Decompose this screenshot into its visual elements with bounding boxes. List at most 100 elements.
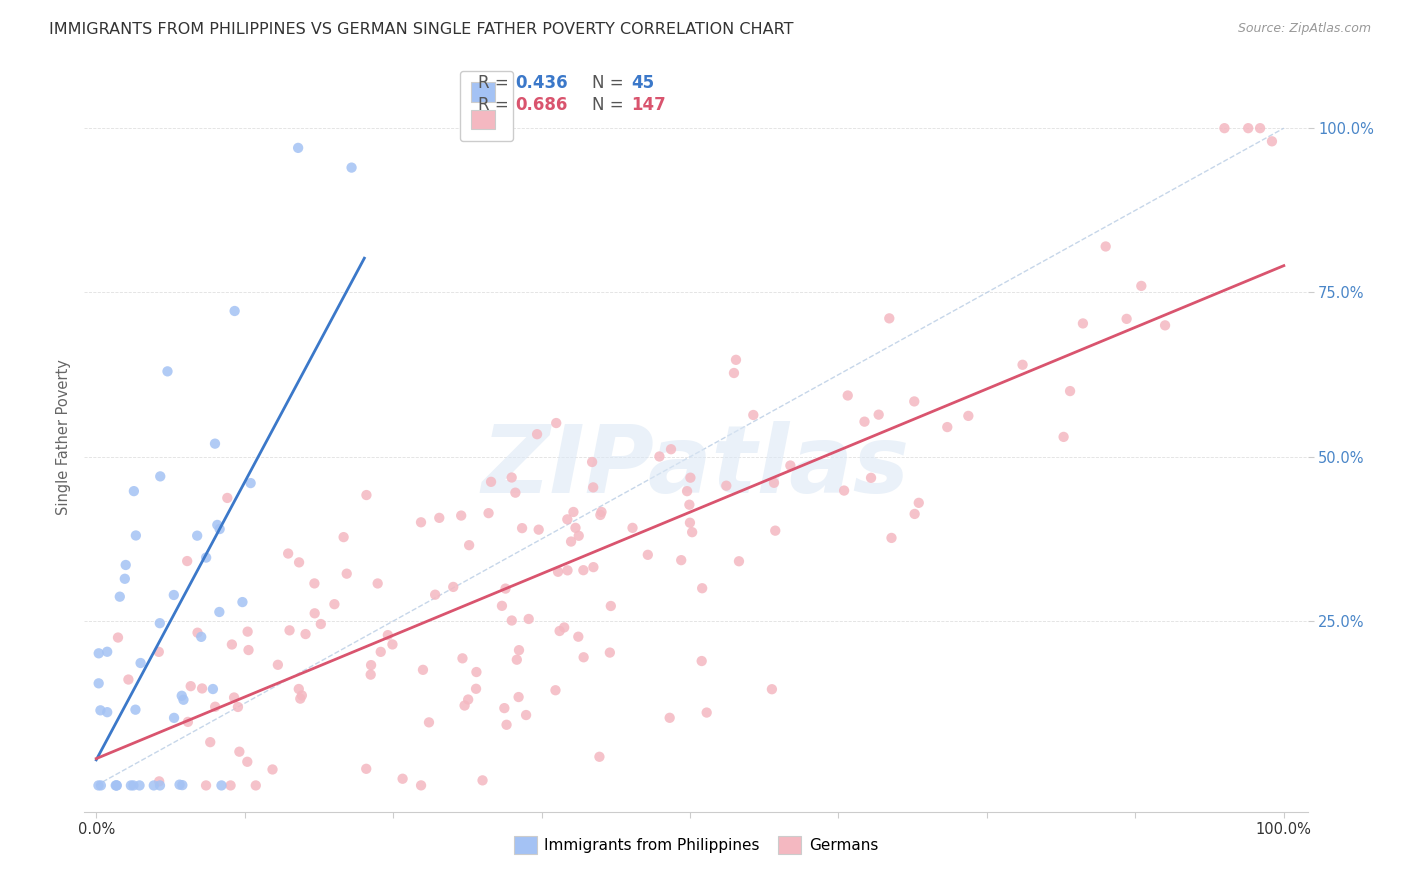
Text: N =: N = (592, 74, 628, 93)
Point (120, 779, 142, 793)
Point (412, 663, 434, 677)
Point (149, 779, 172, 793)
Point (1059, 384, 1081, 398)
Point (501, 614, 523, 628)
Point (195, 550, 218, 565)
Point (696, 706, 718, 720)
Point (544, 683, 567, 698)
Point (87, 676, 110, 690)
Point (367, 576, 389, 591)
Point (659, 442, 682, 457)
Point (527, 523, 550, 537)
Point (658, 711, 681, 725)
Point (294, 627, 316, 641)
Point (191, 681, 214, 696)
Point (149, 616, 172, 631)
Point (508, 690, 530, 704)
Point (90, 779, 112, 793)
Y-axis label: Single Father Poverty: Single Father Poverty (56, 359, 72, 515)
Legend: Immigrants from Philippines, Germans: Immigrants from Philippines, Germans (508, 830, 884, 860)
Point (1237, 121, 1260, 136)
Point (1213, 121, 1236, 136)
Point (236, 755, 259, 769)
Point (409, 778, 432, 792)
Point (370, 645, 392, 659)
Point (560, 534, 582, 549)
Point (238, 643, 260, 657)
Point (219, 779, 242, 793)
Point (172, 692, 194, 706)
Point (508, 643, 530, 657)
Point (1115, 311, 1137, 326)
Point (471, 773, 494, 788)
Point (105, 779, 128, 793)
Point (87, 646, 110, 660)
Point (172, 778, 194, 792)
Text: 147: 147 (631, 96, 666, 114)
Point (423, 588, 446, 602)
Point (96, 705, 118, 719)
Point (195, 779, 218, 793)
Point (877, 311, 900, 326)
Point (681, 525, 703, 540)
Point (108, 590, 131, 604)
Point (724, 352, 747, 367)
Point (187, 625, 209, 640)
Point (128, 779, 150, 793)
Point (207, 517, 229, 532)
Point (567, 630, 589, 644)
Point (1071, 317, 1094, 331)
Point (465, 681, 488, 696)
Point (936, 420, 959, 434)
Point (360, 667, 382, 681)
Point (494, 701, 516, 715)
Point (679, 471, 702, 485)
Point (381, 637, 404, 651)
Point (226, 700, 249, 714)
Point (868, 408, 890, 422)
Point (87, 779, 110, 793)
Point (96, 645, 118, 659)
Point (89, 703, 111, 717)
Point (200, 735, 222, 749)
Text: ZIPatlas: ZIPatlas (482, 421, 910, 513)
Point (105, 779, 128, 793)
Point (208, 522, 231, 536)
Point (360, 658, 382, 673)
Point (231, 595, 253, 609)
Point (517, 612, 540, 626)
Point (762, 475, 785, 490)
Point (169, 778, 191, 792)
Point (716, 478, 738, 492)
Point (277, 547, 299, 561)
Point (262, 763, 284, 777)
Point (458, 538, 481, 552)
Point (336, 566, 359, 581)
Point (904, 507, 927, 521)
Point (204, 436, 226, 450)
Point (332, 530, 354, 544)
Point (149, 469, 172, 483)
Point (391, 772, 413, 786)
Point (170, 689, 193, 703)
Point (441, 580, 464, 594)
Point (224, 304, 246, 318)
Point (239, 476, 262, 491)
Text: Source: ZipAtlas.com: Source: ZipAtlas.com (1237, 22, 1371, 36)
Point (506, 653, 529, 667)
Point (690, 654, 713, 668)
Point (228, 745, 250, 759)
Point (546, 416, 568, 430)
Point (557, 563, 579, 577)
Point (104, 779, 127, 793)
Text: IMMIGRANTS FROM PHILIPPINES VS GERMAN SINGLE FATHER POVERTY CORRELATION CHART: IMMIGRANTS FROM PHILIPPINES VS GERMAN SI… (49, 22, 794, 37)
Point (125, 528, 148, 542)
Point (564, 521, 586, 535)
Point (581, 455, 603, 469)
Point (451, 651, 474, 665)
Point (957, 409, 980, 423)
Point (676, 484, 699, 499)
Point (114, 558, 136, 572)
Point (1011, 358, 1033, 372)
Text: 0.686: 0.686 (515, 96, 567, 114)
